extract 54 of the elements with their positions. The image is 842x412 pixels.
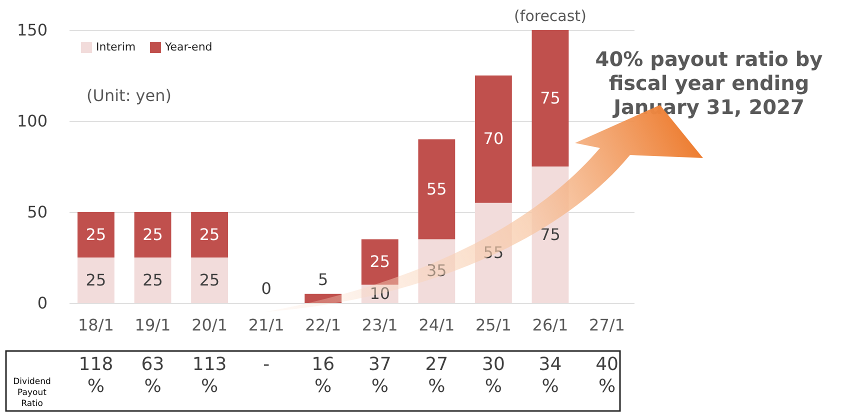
x-tick-label: 20/1	[192, 316, 228, 334]
text: 16 %	[312, 354, 335, 397]
annotation: (forecast)	[514, 7, 586, 25]
x-tick-label: 27/1	[589, 316, 625, 334]
text: 27 %	[425, 354, 448, 397]
bar	[134, 258, 172, 303]
text: 63 %	[141, 354, 164, 397]
x-tick-label: 23/1	[362, 316, 398, 334]
data-label: 25	[199, 270, 220, 290]
y-tick-label: 0	[37, 294, 48, 312]
text: 34 %	[538, 354, 562, 397]
text: 40 %	[596, 354, 618, 397]
data-label: 25	[142, 224, 163, 244]
bar	[191, 212, 228, 258]
data-label: 25	[370, 252, 390, 272]
bar	[532, 30, 569, 166]
y-tick-label: 100	[16, 112, 48, 130]
text: 37 %	[368, 354, 392, 397]
text: 30 %	[482, 354, 505, 397]
data-label: 0	[261, 279, 272, 298]
data-label: 70	[483, 129, 504, 148]
bar	[78, 258, 114, 303]
data-label: 55	[426, 179, 447, 198]
x-tick-label: 21/1	[248, 316, 284, 334]
bar	[78, 212, 114, 258]
text: 118 %	[78, 354, 114, 397]
x-tick-label: 18/1	[78, 316, 114, 334]
bar	[134, 212, 172, 258]
data-label: 25	[142, 270, 163, 290]
data-label: 75	[540, 88, 560, 108]
legend-label: Year-end	[164, 40, 212, 54]
x-tick-label: 26/1	[532, 316, 568, 334]
text: Dividend Payout Ratio	[13, 377, 51, 409]
x-tick-label: 25/1	[475, 316, 512, 334]
data-label: 10	[370, 284, 390, 303]
data-label: 55	[483, 242, 504, 262]
data-label: 25	[199, 224, 220, 244]
x-tick-label: 19/1	[134, 316, 171, 334]
y-tick-label: 50	[27, 202, 48, 222]
text: 113 %	[192, 354, 227, 397]
bar	[475, 76, 512, 203]
text: -	[263, 354, 270, 375]
data-label: 25	[86, 224, 106, 244]
legend-label: Interim	[96, 40, 136, 54]
data-label: 5	[318, 270, 328, 289]
data-label: 25	[86, 270, 106, 290]
data-label: 35	[426, 261, 447, 280]
bar	[191, 258, 228, 303]
x-tick-label: 22/1	[305, 316, 342, 334]
annotation: (Unit: yen)	[86, 86, 172, 105]
bar	[418, 139, 456, 240]
x-tick-label: 24/1	[418, 316, 455, 334]
data-label: 75	[540, 224, 560, 244]
y-tick-label: 150	[16, 20, 48, 40]
